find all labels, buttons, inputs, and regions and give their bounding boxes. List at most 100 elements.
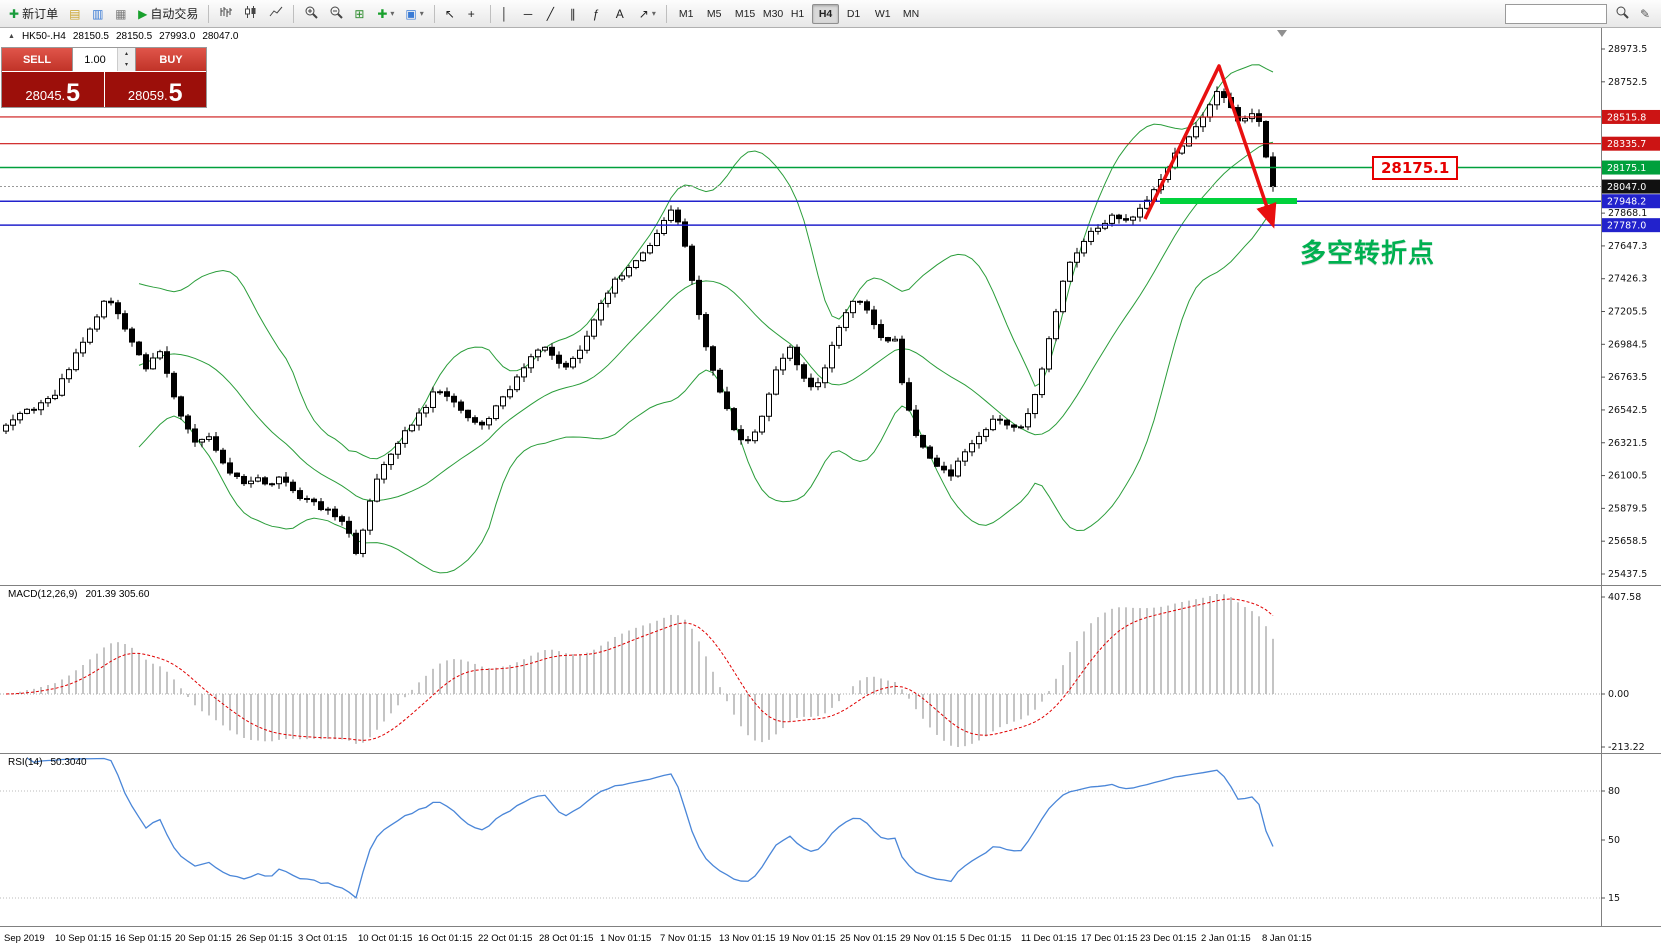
time-axis-label: 20 Sep 01:15 xyxy=(175,933,232,944)
dropdown-icon: ▾ xyxy=(390,8,395,18)
time-axis-label: 10 Oct 01:15 xyxy=(358,933,413,944)
volume-input[interactable] xyxy=(73,48,117,71)
search-button[interactable] xyxy=(1610,3,1634,25)
terminal-button[interactable]: ▦ xyxy=(110,3,132,25)
time-axis-label: 3 Oct 01:15 xyxy=(298,933,348,944)
timeframe-m15[interactable]: M15 xyxy=(728,4,755,24)
timeframe-w1[interactable]: W1 xyxy=(868,4,895,24)
text-tool-button[interactable]: A xyxy=(611,3,633,25)
line-chart-button[interactable] xyxy=(264,3,288,25)
timeframe-m30[interactable]: M30 xyxy=(756,4,783,24)
svg-text:27787.0: 27787.0 xyxy=(1607,221,1646,232)
timeframe-h1[interactable]: H1 xyxy=(784,4,811,24)
chart-shift-marker[interactable] xyxy=(1277,30,1287,37)
new-order-label: 新订单 xyxy=(22,7,59,21)
timeframe-mn[interactable]: MN xyxy=(896,4,923,24)
svg-text:28047.0: 28047.0 xyxy=(1607,182,1646,193)
trendline-icon: ╱ xyxy=(546,6,554,21)
one-click-trading-panel: SELL ▴ ▾ BUY 28045. 5 28059. 5 xyxy=(1,47,207,108)
volume-down-button[interactable]: ▾ xyxy=(118,59,135,71)
text-tool-icon: A xyxy=(615,6,624,21)
indicators-button[interactable]: ✚ ▾ xyxy=(372,3,399,25)
buy-price-button[interactable]: 28059. 5 xyxy=(104,72,206,107)
indicator-axis-label: -213.22 xyxy=(1608,742,1645,753)
support-zone-bar[interactable] xyxy=(1160,198,1297,204)
fibonacci-icon: ƒ xyxy=(592,6,600,21)
auto-trading-button[interactable]: ▶ 自动交易 xyxy=(133,3,203,25)
svg-text:28752.5: 28752.5 xyxy=(1608,77,1647,88)
search-input[interactable] xyxy=(1506,4,1606,23)
navigator-button[interactable]: ▥ xyxy=(87,3,109,25)
sell-price-main: 28045. xyxy=(25,87,66,103)
price-badge-27948.2 xyxy=(1602,194,1660,209)
price-badge-28047.0 xyxy=(1602,179,1660,194)
time-axis-label: Sep 2019 xyxy=(4,933,45,944)
zoom-out-button[interactable] xyxy=(324,3,348,25)
market-watch-button[interactable]: ▤ xyxy=(64,3,86,25)
trend-arrow-annotation[interactable] xyxy=(1143,64,1277,229)
sell-button[interactable]: SELL xyxy=(2,48,72,71)
timeframe-group: M1 M5 M15 M30 H1 H4 D1 W1 MN xyxy=(672,3,923,24)
timeframe-m1[interactable]: M1 xyxy=(672,4,699,24)
time-axis-label: 29 Nov 01:15 xyxy=(900,933,957,944)
tile-windows-button[interactable]: ⊞ xyxy=(349,3,371,25)
timeframe-h4[interactable]: H4 xyxy=(811,3,839,24)
ohlc-readout: ▲ HK50-.H4 28150.5 28150.5 27993.0 28047… xyxy=(8,31,238,42)
volume-up-button[interactable]: ▴ xyxy=(118,48,135,60)
fibonacci-tool-button[interactable]: ƒ xyxy=(588,3,610,25)
dropdown-icon: ▾ xyxy=(651,8,656,18)
horizontal-line-tool-button[interactable]: ─ xyxy=(519,3,541,25)
channel-icon: ∥ xyxy=(569,6,576,21)
macd-histogram xyxy=(12,594,1274,747)
buy-button[interactable]: BUY xyxy=(136,48,206,71)
quick-edit-button[interactable]: ✎ xyxy=(1635,3,1657,25)
price-level-callout[interactable]: 28175.1 xyxy=(1372,156,1459,180)
candlestick-chart-icon xyxy=(244,5,258,22)
turning-point-annotation[interactable]: 多空转折点 xyxy=(1300,238,1436,268)
one-click-toggle[interactable]: ▲ xyxy=(8,33,15,40)
vertical-line-tool-button[interactable]: │ xyxy=(496,3,518,25)
time-axis-label: 8 Jan 01:15 xyxy=(1262,933,1312,944)
cursor-tool-button[interactable]: ↖ xyxy=(440,3,462,25)
sell-price-button[interactable]: 28045. 5 xyxy=(2,72,105,107)
crosshair-tool-button[interactable]: + xyxy=(463,3,485,25)
ohlc-high: 28150.5 xyxy=(116,31,153,42)
ohlc-open: 28150.5 xyxy=(72,31,109,42)
channel-tool-button[interactable]: ∥ xyxy=(565,3,587,25)
tile-windows-icon: ⊞ xyxy=(354,6,365,21)
time-axis[interactable]: Sep 2019 10 Sep 01:15 16 Sep 01:15 20 Sep 0… xyxy=(0,927,1601,952)
templates-button[interactable]: ▣ ▾ xyxy=(400,3,428,25)
market-watch-icon: ▤ xyxy=(69,6,81,21)
trendline-tool-button[interactable]: ╱ xyxy=(542,3,564,25)
new-order-icon: ✚ xyxy=(9,6,20,21)
macd-signal-line xyxy=(5,598,1274,741)
candlestick-chart-button[interactable] xyxy=(239,3,263,25)
timeframe-m5[interactable]: M5 xyxy=(700,4,727,24)
candles-layer[interactable] xyxy=(3,86,1276,558)
svg-text:26100.5: 26100.5 xyxy=(1608,471,1647,482)
svg-text:28175.1: 28175.1 xyxy=(1607,163,1646,174)
ohlc-low: 27993.0 xyxy=(159,31,196,42)
svg-text:27647.3: 27647.3 xyxy=(1608,241,1647,252)
pencil-icon: ✎ xyxy=(1640,6,1651,21)
crosshair-icon: + xyxy=(467,6,475,21)
svg-text:27948.2: 27948.2 xyxy=(1607,197,1646,208)
timeframe-d1[interactable]: D1 xyxy=(840,4,867,24)
time-axis-label: 16 Sep 01:15 xyxy=(115,933,172,944)
svg-text:28335.7: 28335.7 xyxy=(1607,139,1646,150)
toolbar-separator xyxy=(208,4,210,23)
time-axis-label: 2 Jan 01:15 xyxy=(1201,933,1251,944)
new-order-button[interactable]: ✚ 新订单 xyxy=(4,3,63,25)
time-axis-label: 19 Nov 01:15 xyxy=(779,933,836,944)
svg-text:25658.5: 25658.5 xyxy=(1608,536,1647,547)
zoom-in-button[interactable] xyxy=(299,3,323,25)
time-axis-label: 13 Nov 01:15 xyxy=(719,933,776,944)
arrows-tool-button[interactable]: ↗ ▾ xyxy=(634,3,661,25)
bar-chart-button[interactable] xyxy=(214,3,238,25)
bollinger-lower-band xyxy=(138,212,1274,574)
search-box xyxy=(1505,3,1607,24)
toolbar-separator xyxy=(665,4,667,23)
price-badge-27787.0 xyxy=(1602,218,1660,233)
indicators-add-icon: ✚ xyxy=(377,6,388,21)
